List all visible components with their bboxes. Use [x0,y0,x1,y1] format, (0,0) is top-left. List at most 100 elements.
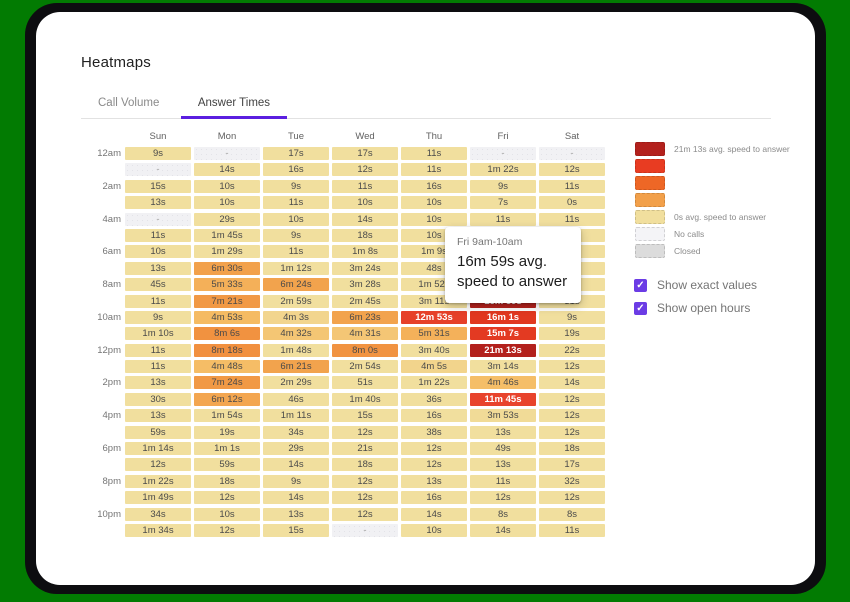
heatmap-cell[interactable]: - [125,212,191,226]
heatmap-cell[interactable]: 3m 28s [332,278,398,292]
heatmap-cell[interactable]: - [470,147,536,160]
heatmap-cell[interactable]: 12s [539,392,605,406]
heatmap-cell[interactable]: 4m 48s [194,360,260,374]
heatmap-cell[interactable]: 14s [263,491,329,505]
heatmap-cell[interactable]: 21s [332,442,398,456]
heatmap-cell[interactable]: 14s [332,212,398,226]
heatmap-cell[interactable]: 13s [263,507,329,521]
heatmap-cell[interactable]: 30s [125,392,191,406]
checkbox-row[interactable]: ✓ Show open hours [634,301,757,315]
heatmap-cell[interactable]: 1m 40s [332,392,398,406]
heatmap-cell[interactable]: 10s [401,212,467,226]
heatmap-cell[interactable]: 7m 21s [194,294,260,308]
heatmap-cell[interactable]: 11s [332,179,398,193]
heatmap-cell[interactable]: 14s [401,507,467,521]
heatmap-cell[interactable]: 1m 45s [194,228,260,242]
tab-call-volume[interactable]: Call Volume [98,97,160,109]
tab-answer-times[interactable]: Answer Times [180,88,288,119]
heatmap-cell[interactable]: 7s [470,196,536,210]
heatmap-cell[interactable]: 9s [263,179,329,193]
heatmap-cell[interactable]: 12s [401,458,467,472]
heatmap-cell[interactable]: 13s [470,425,536,439]
heatmap-cell[interactable]: 8s [539,507,605,521]
heatmap-cell[interactable]: 12s [401,442,467,456]
heatmap-cell[interactable]: 14s [470,523,536,537]
heatmap-cell[interactable]: 3m 24s [332,261,398,275]
heatmap-cell[interactable]: 4m 53s [194,310,260,324]
heatmap-cell[interactable]: - [194,147,260,160]
heatmap-cell[interactable]: 13s [470,458,536,472]
heatmap-cell[interactable]: 11s [263,196,329,210]
heatmap-cell[interactable]: 12m 53s [401,310,467,324]
heatmap-cell[interactable]: 1m 14s [125,442,191,456]
heatmap-cell[interactable]: 15s [263,523,329,537]
heatmap-cell[interactable]: 6m 21s [263,360,329,374]
heatmap-cell[interactable]: 12s [539,409,605,423]
heatmap-cell[interactable]: 16s [401,409,467,423]
heatmap-cell[interactable]: 16s [401,179,467,193]
heatmap-cell[interactable]: 13s [125,376,191,390]
heatmap-cell[interactable]: 10s [263,212,329,226]
heatmap-cell[interactable]: 11s [401,147,467,160]
heatmap-cell[interactable]: 2m 29s [263,376,329,390]
heatmap-cell[interactable]: 29s [194,212,260,226]
heatmap-cell[interactable]: 12s [332,507,398,521]
heatmap-cell[interactable]: 9s [125,310,191,324]
heatmap-cell[interactable]: 9s [125,147,191,160]
heatmap-cell[interactable]: 2m 54s [332,360,398,374]
heatmap-cell[interactable]: 4m 46s [470,376,536,390]
heatmap-cell[interactable]: 12s [125,458,191,472]
heatmap-cell[interactable]: 8m 0s [332,343,398,357]
heatmap-cell[interactable]: 1m 22s [125,474,191,488]
heatmap-cell[interactable]: 6m 30s [194,261,260,275]
heatmap-cell[interactable]: - [332,523,398,537]
heatmap-cell[interactable]: 6m 24s [263,278,329,292]
heatmap-cell[interactable]: 1m 8s [332,245,398,259]
heatmap-cell[interactable]: 1m 1s [194,442,260,456]
heatmap-cell[interactable]: 11s [125,294,191,308]
heatmap-cell[interactable]: 1m 22s [470,163,536,177]
checkbox-row[interactable]: ✓ Show exact values [634,278,757,292]
heatmap-cell[interactable]: 13s [401,474,467,488]
heatmap-cell[interactable]: 36s [401,392,467,406]
heatmap-cell[interactable]: 11s [470,474,536,488]
heatmap-cell[interactable]: 1m 11s [263,409,329,423]
heatmap-cell[interactable]: 2m 45s [332,294,398,308]
heatmap-cell[interactable]: 51s [332,376,398,390]
heatmap-cell[interactable]: 4m 5s [401,360,467,374]
heatmap-cell[interactable]: 21m 13s [470,343,536,357]
heatmap-cell[interactable]: 12s [470,491,536,505]
heatmap-cell[interactable]: - [125,163,191,177]
heatmap-cell[interactable]: 1m 10s [125,327,191,341]
heatmap-cell[interactable]: 18s [332,228,398,242]
heatmap-cell[interactable]: 16s [401,491,467,505]
heatmap-cell[interactable]: 12s [332,491,398,505]
heatmap-cell[interactable]: 1m 49s [125,491,191,505]
heatmap-cell[interactable]: 10s [125,245,191,259]
heatmap-cell[interactable]: 1m 48s [263,343,329,357]
heatmap-cell[interactable]: 49s [470,442,536,456]
heatmap-cell[interactable]: 1m 22s [401,376,467,390]
heatmap-cell[interactable]: 11s [539,179,605,193]
heatmap-cell[interactable]: 3m 53s [470,409,536,423]
heatmap-cell[interactable]: 11s [125,343,191,357]
heatmap-cell[interactable]: 19s [539,327,605,341]
heatmap-cell[interactable]: 38s [401,425,467,439]
heatmap-cell[interactable]: 1m 34s [125,523,191,537]
heatmap-cell[interactable]: 0s [539,196,605,210]
heatmap-cell[interactable]: 15s [332,409,398,423]
heatmap-cell[interactable]: 18s [194,474,260,488]
heatmap-cell[interactable]: 17s [332,147,398,160]
heatmap-cell[interactable]: 9s [539,310,605,324]
heatmap-cell[interactable]: 1m 54s [194,409,260,423]
heatmap-cell[interactable]: 13s [125,196,191,210]
heatmap-cell[interactable]: 3m 40s [401,343,467,357]
heatmap-cell[interactable]: 18s [539,442,605,456]
heatmap-cell[interactable]: 12s [332,474,398,488]
heatmap-cell[interactable]: 8m 18s [194,343,260,357]
heatmap-cell[interactable]: 4m 3s [263,310,329,324]
heatmap-cell[interactable]: 10s [194,196,260,210]
heatmap-cell[interactable]: 14s [194,163,260,177]
heatmap-cell[interactable]: 12s [332,163,398,177]
heatmap-cell[interactable]: 12s [539,163,605,177]
